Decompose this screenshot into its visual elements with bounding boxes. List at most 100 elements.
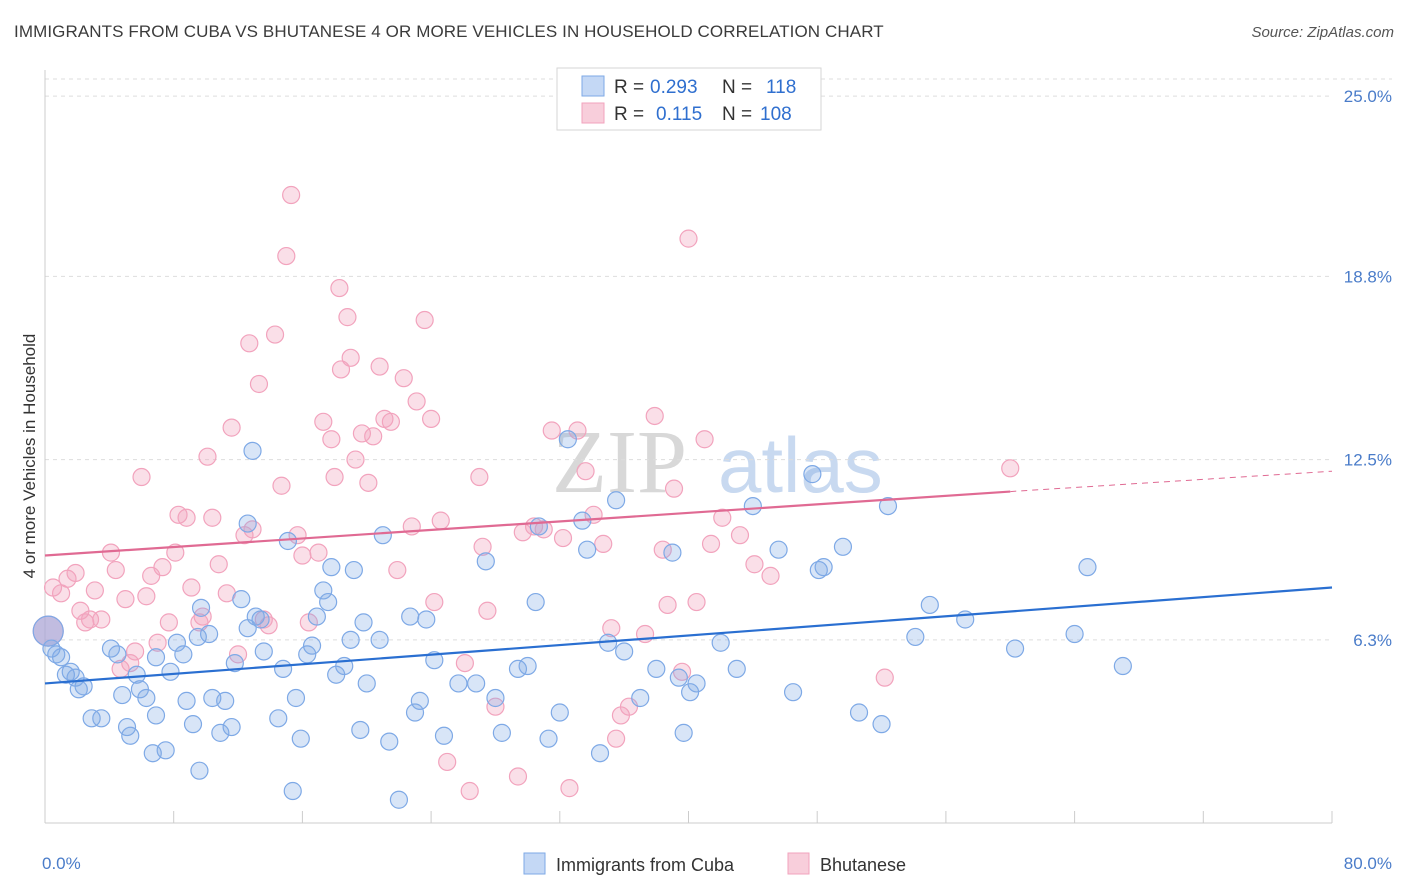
- cuba-point: [833, 537, 853, 556]
- legend-swatch-cuba: [581, 75, 605, 97]
- legend-r-label-cuba: R =: [614, 77, 644, 98]
- cuba-point: [370, 630, 389, 649]
- bhutanese-point: [166, 543, 185, 562]
- cuba-point: [238, 514, 257, 533]
- cuba-trend-line: [44, 586, 1333, 685]
- cuba-point: [558, 430, 577, 449]
- cuba-point: [344, 560, 363, 580]
- y-tick-labels: 6.3% 12.5% 18.8% 25.0%: [1344, 87, 1392, 650]
- bhutanese-point: [132, 467, 151, 487]
- bhutanese-point: [325, 467, 344, 487]
- cuba-point: [783, 683, 803, 702]
- cuba-point: [216, 691, 235, 710]
- cuba-point: [283, 781, 302, 801]
- cuba-point: [631, 688, 650, 708]
- cuba-point: [188, 627, 207, 647]
- bhutanese-point: [92, 610, 111, 629]
- cuba-point: [814, 558, 833, 577]
- chart-title: IMMIGRANTS FROM CUBA VS BHUTANESE 4 OR M…: [14, 22, 884, 41]
- watermark-zip: ZIP: [552, 413, 687, 512]
- bhutanese-point: [159, 613, 178, 632]
- bhutanese-point: [602, 619, 621, 638]
- cuba-point: [669, 668, 688, 687]
- cuba-point: [74, 677, 93, 696]
- cuba-point: [354, 613, 373, 632]
- cuba-point: [1113, 656, 1132, 676]
- legend-r-value-bhutanese: 0.115: [656, 104, 702, 125]
- bhutanese-point: [713, 508, 732, 527]
- cuba-point: [286, 688, 306, 708]
- bhutanese-point: [209, 555, 228, 574]
- bhutanese-point: [761, 566, 780, 585]
- y-tick-label: 6.3%: [1353, 631, 1392, 650]
- y-tick-label: 18.8%: [1344, 267, 1392, 286]
- series-legend: Immigrants from Cuba Bhutanese: [523, 852, 906, 875]
- cuba-point: [486, 688, 505, 708]
- bhutanese-point: [240, 334, 259, 353]
- cuba-point: [82, 709, 101, 728]
- cuba-point: [113, 685, 132, 705]
- bhutanese-point: [198, 447, 217, 466]
- bhutanese-point: [576, 462, 595, 481]
- cuba-point: [518, 656, 537, 676]
- cuba-point: [137, 688, 156, 708]
- bottom-legend-swatch-cuba: [523, 852, 546, 875]
- y-tick-label: 12.5%: [1344, 451, 1392, 470]
- cuba-point: [199, 624, 219, 644]
- cuba-point: [405, 703, 425, 722]
- bhutanese-point: [243, 520, 262, 539]
- gridlines: [45, 78, 1392, 641]
- cuba-point: [727, 659, 746, 679]
- cuba-point: [127, 665, 146, 684]
- cuba-point: [121, 726, 140, 745]
- bhutanese-point: [745, 555, 764, 574]
- cuba-point: [322, 558, 341, 577]
- cuba-point: [319, 592, 338, 612]
- cuba-point: [251, 610, 270, 629]
- cuba-point: [590, 744, 610, 763]
- bhutanese-point: [438, 752, 457, 772]
- cuba-point: [174, 645, 193, 664]
- trend-lines: [44, 470, 1333, 685]
- cuba-point: [711, 633, 730, 652]
- cuba-point: [291, 729, 310, 748]
- bhutanese-point: [431, 511, 450, 530]
- bhutanese-point: [106, 560, 125, 580]
- bhutanese-point: [322, 430, 341, 449]
- cuba-point: [434, 726, 454, 745]
- bhutanese-point: [422, 409, 441, 428]
- cuba-point: [341, 630, 360, 649]
- cuba-point: [146, 648, 166, 667]
- legend-r-value-cuba: 0.293: [650, 77, 698, 98]
- cuba-point: [191, 598, 211, 617]
- cuba-point: [476, 552, 495, 571]
- cuba-point: [849, 703, 869, 722]
- bhutanese-point: [542, 421, 561, 440]
- bhutanese-point: [203, 508, 222, 527]
- legend-r-label-bhutanese: R =: [614, 104, 644, 125]
- cuba-point: [1065, 624, 1084, 644]
- cuba-point: [550, 703, 569, 722]
- cuba-point: [674, 723, 693, 742]
- bhutanese-point: [66, 563, 85, 583]
- bhutanese-point: [137, 587, 156, 606]
- cuba-point: [449, 674, 468, 693]
- bottom-legend-label-cuba: Immigrants from Cuba: [556, 855, 735, 875]
- bhutanese-point: [277, 246, 296, 266]
- bhutanese-point: [249, 374, 269, 394]
- cuba-point: [232, 590, 251, 609]
- cuba-point: [146, 706, 166, 725]
- bhutanese-point: [370, 357, 389, 376]
- cuba-point: [357, 674, 376, 693]
- cuba-point: [190, 761, 209, 780]
- x-axis-ticks: [44, 811, 1333, 823]
- cuba-point: [373, 526, 392, 545]
- cuba-point: [61, 662, 80, 681]
- bhutanese-point: [121, 653, 140, 673]
- cuba-point: [47, 645, 66, 664]
- cuba-point: [314, 581, 333, 600]
- bhutanese-point: [470, 467, 489, 487]
- bhutanese-point: [346, 450, 365, 469]
- bhutanese-point: [695, 430, 714, 449]
